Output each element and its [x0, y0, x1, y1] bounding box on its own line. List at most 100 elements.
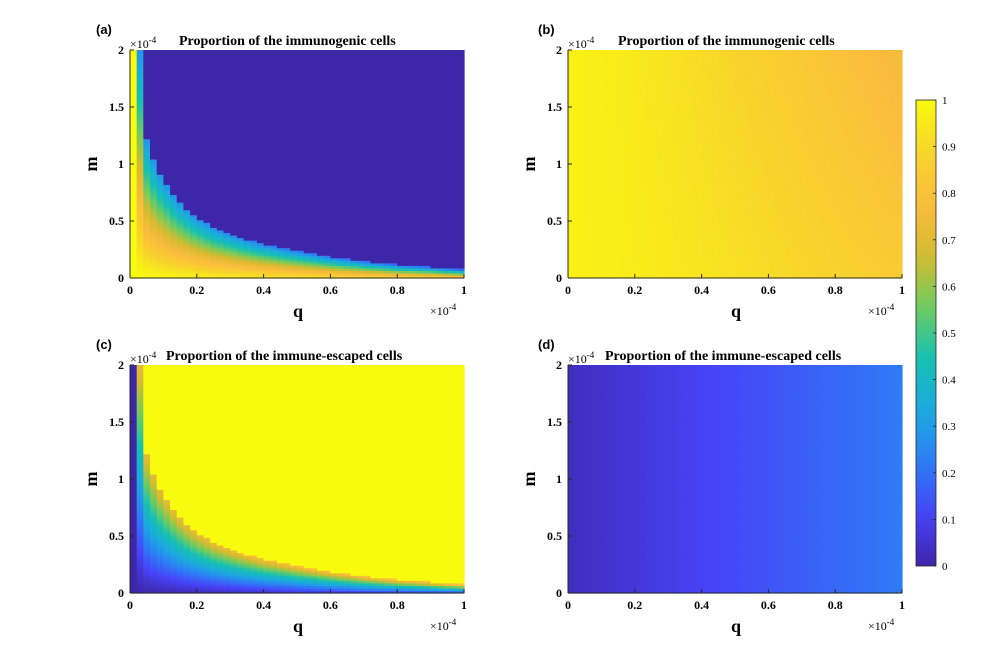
- heatmap-cell: [595, 124, 602, 131]
- heatmap-cell: [216, 50, 225, 54]
- heatmap-cell: [190, 275, 198, 279]
- heatmap-cell: [370, 85, 378, 89]
- y-tick-label: 2: [118, 43, 124, 57]
- heatmap-cell: [443, 179, 452, 183]
- heatmap-cell: [423, 52, 432, 56]
- heatmap-cell: [612, 164, 619, 171]
- heatmap-cell: [136, 207, 144, 211]
- heatmap-cell: [584, 226, 591, 233]
- heatmap-cell: [250, 212, 258, 216]
- heatmap-cell: [370, 255, 378, 259]
- heatmap-cell: [283, 204, 291, 208]
- heatmap-cell: [283, 100, 291, 104]
- heatmap-cell: [457, 217, 465, 221]
- heatmap-cell: [250, 247, 258, 251]
- heatmap-cell: [430, 181, 438, 185]
- heatmap-cell: [156, 65, 164, 69]
- heatmap-cell: [390, 164, 398, 168]
- heatmap-cell: [297, 57, 305, 61]
- heatmap-cell: [450, 207, 458, 211]
- heatmap-cell: [410, 50, 418, 54]
- heatmap-cell: [283, 212, 291, 216]
- heatmap-cell: [150, 136, 158, 140]
- heatmap-cell: [357, 217, 365, 221]
- heatmap-cell: [330, 110, 338, 114]
- panel-b-title: Proportion of the immunogenic cells: [618, 34, 835, 49]
- heatmap-cell: [236, 90, 245, 94]
- heatmap-cell: [337, 212, 345, 216]
- heatmap-cell: [130, 100, 138, 104]
- heatmap-cell: [250, 82, 258, 87]
- heatmap-cell: [163, 199, 171, 203]
- heatmap-cell: [310, 108, 318, 112]
- heatmap-cell: [163, 95, 171, 99]
- heatmap-cell: [579, 61, 586, 68]
- heatmap-cell: [568, 67, 575, 74]
- heatmap-cell: [443, 245, 452, 249]
- heatmap-cell: [156, 204, 164, 208]
- heatmap-cell: [303, 207, 311, 211]
- heatmap-cell: [310, 148, 318, 152]
- heatmap-cell: [230, 143, 238, 147]
- heatmap-cell: [230, 240, 238, 244]
- heatmap-cell: [303, 161, 311, 165]
- heatmap-cell: [270, 103, 278, 107]
- heatmap-cell: [216, 156, 225, 160]
- heatmap-cell: [363, 85, 372, 89]
- heatmap-cell: [363, 171, 372, 175]
- heatmap-cell: [417, 105, 425, 109]
- heatmap-cell: [377, 77, 385, 81]
- heatmap-cell: [130, 128, 138, 132]
- heatmap-cell: [210, 207, 218, 211]
- heatmap-cell: [256, 60, 265, 64]
- heatmap-cell: [230, 113, 238, 117]
- heatmap-cell: [303, 247, 311, 251]
- heatmap-cell: [230, 267, 238, 271]
- heatmap-cell: [170, 245, 178, 249]
- heatmap-cell: [283, 85, 291, 89]
- heatmap-cell: [297, 245, 305, 249]
- heatmap-cell: [450, 161, 458, 165]
- heatmap-cell: [290, 171, 298, 175]
- heatmap-cell: [216, 176, 225, 180]
- heatmap-cell: [397, 242, 405, 246]
- heatmap-cell: [250, 146, 258, 150]
- heatmap-cell: [310, 199, 318, 203]
- heatmap-cell: [377, 67, 385, 71]
- heatmap-cell: [618, 146, 625, 154]
- heatmap-cell: [250, 186, 258, 190]
- heatmap-cell: [410, 169, 418, 173]
- heatmap-cell: [383, 131, 392, 135]
- heatmap-cell: [330, 209, 338, 213]
- heatmap-cell: [457, 257, 465, 261]
- heatmap-cell: [250, 113, 258, 117]
- heatmap-cell: [350, 202, 358, 206]
- heatmap-cell: [236, 67, 245, 71]
- heatmap-cell: [190, 103, 198, 107]
- heatmap-cell: [130, 214, 138, 218]
- heatmap-cell: [150, 103, 158, 107]
- heatmap-cell: [629, 215, 636, 222]
- heatmap-cell: [437, 93, 445, 97]
- heatmap-cell: [323, 115, 331, 119]
- heatmap-cell: [337, 265, 345, 269]
- heatmap-cell: [618, 107, 625, 114]
- heatmap-cell: [350, 204, 358, 208]
- heatmap-cell: [170, 196, 178, 201]
- heatmap-cell: [130, 176, 138, 180]
- heatmap-cell: [623, 164, 630, 171]
- heatmap-cell: [143, 62, 151, 66]
- heatmap-cell: [216, 100, 225, 104]
- heatmap-cell: [223, 103, 231, 107]
- heatmap-cell: [170, 194, 178, 198]
- heatmap-cell: [590, 260, 597, 268]
- heatmap-cell: [203, 110, 211, 114]
- heatmap-cell: [579, 112, 586, 119]
- heatmap-cell: [377, 148, 385, 152]
- heatmap-cell: [457, 70, 465, 74]
- heatmap-cell: [623, 272, 630, 279]
- heatmap-cell: [417, 110, 425, 114]
- heatmap-cell: [263, 275, 271, 279]
- heatmap-cell: [196, 103, 205, 107]
- heatmap-cell: [377, 80, 385, 84]
